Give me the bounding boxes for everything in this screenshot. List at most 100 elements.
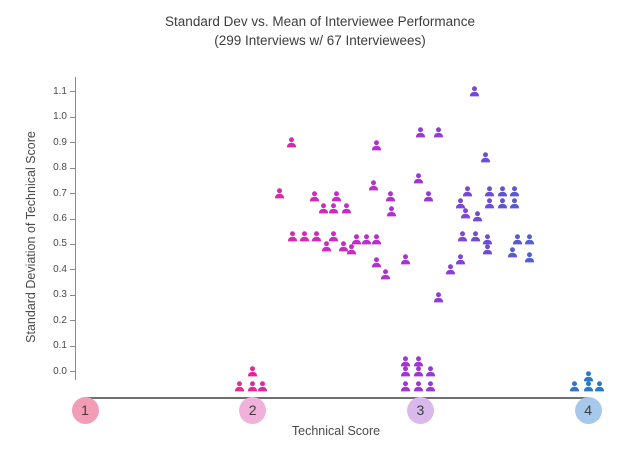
person-marker[interactable]	[470, 231, 481, 242]
person-marker[interactable]	[484, 198, 495, 209]
person-marker[interactable]	[286, 137, 297, 148]
x-tick-circle-4: 4	[574, 397, 602, 424]
person-marker[interactable]	[583, 381, 594, 392]
x-axis-line	[85, 397, 589, 399]
x-tick-circle-1: 1	[71, 397, 99, 424]
person-marker[interactable]	[287, 231, 298, 242]
y-tick-label: 0.0	[53, 365, 67, 377]
person-marker[interactable]	[328, 203, 339, 214]
person-marker[interactable]	[274, 188, 285, 199]
person-marker[interactable]	[480, 152, 491, 163]
person-marker[interactable]	[413, 173, 424, 184]
person-marker[interactable]	[234, 381, 245, 392]
person-marker[interactable]	[400, 356, 411, 367]
person-marker[interactable]	[425, 366, 436, 377]
person-marker[interactable]	[445, 264, 456, 275]
person-marker[interactable]	[460, 208, 471, 219]
x-axis-title: Technical Score	[291, 424, 381, 438]
y-axis-tick	[70, 116, 75, 118]
person-marker[interactable]	[338, 241, 349, 252]
person-marker[interactable]	[569, 381, 580, 392]
person-marker[interactable]	[400, 254, 411, 265]
person-marker[interactable]	[413, 356, 424, 367]
person-marker[interactable]	[497, 198, 508, 209]
person-marker[interactable]	[413, 381, 424, 392]
y-tick-label: 0.2	[53, 314, 67, 326]
y-axis-title: Standard Deviation of Technical Score	[24, 131, 38, 343]
chart-title: Standard Dev vs. Mean of Interviewee Per…	[165, 14, 475, 29]
person-marker[interactable]	[386, 206, 397, 217]
person-marker[interactable]	[361, 234, 372, 245]
person-marker[interactable]	[321, 241, 332, 252]
person-marker[interactable]	[318, 203, 329, 214]
y-axis-tick	[70, 371, 75, 373]
person-marker[interactable]	[462, 185, 473, 197]
y-tick-label: 0.4	[53, 263, 67, 275]
y-tick-label: 1.1	[53, 85, 67, 97]
person-marker[interactable]	[413, 366, 424, 377]
person-marker[interactable]	[509, 198, 520, 209]
y-axis-tick	[70, 142, 75, 144]
person-marker[interactable]	[472, 211, 483, 222]
person-marker[interactable]	[380, 269, 391, 280]
person-marker[interactable]	[455, 198, 466, 209]
y-axis-tick	[70, 294, 75, 296]
person-marker[interactable]	[524, 251, 535, 263]
person-marker[interactable]	[351, 234, 362, 245]
chart-subtitle: (299 Interviews w/ 67 Interviewees)	[214, 33, 426, 48]
person-marker[interactable]	[455, 254, 466, 265]
person-marker[interactable]	[497, 185, 508, 197]
person-marker[interactable]	[583, 371, 594, 382]
y-tick-label: 0.8	[53, 162, 67, 174]
person-marker[interactable]	[247, 381, 258, 392]
y-axis-tick	[70, 269, 75, 271]
person-marker[interactable]	[400, 381, 411, 392]
person-marker[interactable]	[385, 190, 396, 202]
person-marker[interactable]	[400, 366, 411, 377]
x-tick-circle-3: 3	[406, 397, 434, 424]
y-tick-label: 0.1	[53, 340, 67, 352]
y-tick-label: 0.6	[53, 213, 67, 224]
y-axis-tick	[70, 91, 75, 93]
y-axis-tick	[70, 243, 75, 245]
y-tick-label: 0.9	[53, 136, 67, 148]
person-marker[interactable]	[311, 231, 322, 242]
person-marker[interactable]	[371, 234, 382, 245]
person-marker[interactable]	[309, 190, 320, 202]
y-tick-label: 0.5	[53, 238, 67, 250]
person-marker[interactable]	[341, 203, 352, 214]
x-tick-circle-2: 2	[239, 397, 267, 424]
y-axis-tick	[70, 218, 75, 220]
person-marker[interactable]	[507, 246, 518, 258]
y-tick-label: 0.3	[53, 289, 67, 301]
person-marker[interactable]	[433, 292, 444, 303]
person-marker[interactable]	[346, 244, 357, 255]
person-marker[interactable]	[457, 231, 468, 242]
person-marker[interactable]	[509, 185, 520, 197]
person-marker[interactable]	[512, 234, 523, 245]
person-marker[interactable]	[371, 139, 382, 151]
person-marker[interactable]	[423, 190, 434, 202]
y-tick-label: 0.7	[53, 187, 67, 199]
person-marker[interactable]	[368, 180, 379, 191]
person-marker[interactable]	[371, 257, 382, 268]
person-marker[interactable]	[328, 231, 339, 242]
person-marker[interactable]	[482, 244, 493, 255]
y-axis-line	[75, 77, 76, 380]
person-marker[interactable]	[299, 231, 310, 242]
person-marker[interactable]	[484, 185, 495, 197]
y-axis-tick	[70, 320, 75, 322]
person-marker[interactable]	[594, 381, 605, 392]
person-marker[interactable]	[482, 234, 493, 245]
person-marker[interactable]	[524, 234, 535, 245]
y-tick-label: 1.0	[53, 111, 67, 123]
person-marker[interactable]	[247, 366, 258, 377]
person-marker[interactable]	[331, 190, 342, 202]
person-marker[interactable]	[415, 127, 426, 138]
y-axis-tick	[70, 167, 75, 169]
person-marker[interactable]	[425, 381, 436, 392]
person-marker[interactable]	[257, 381, 268, 392]
person-marker[interactable]	[433, 127, 444, 138]
person-marker[interactable]	[469, 86, 480, 97]
